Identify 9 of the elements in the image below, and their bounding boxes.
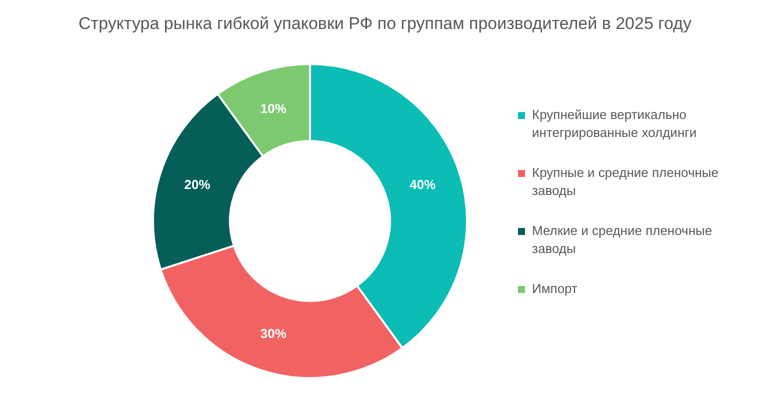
chart-title: Структура рынка гибкой упаковки РФ по группам производителей в 2025 году <box>78 14 692 34</box>
data-label: 30% <box>260 326 287 342</box>
legend-label: Импорт <box>532 280 578 298</box>
data-label: 20% <box>184 176 211 192</box>
legend-label: Крупные и средние пленочные заводы <box>532 164 720 200</box>
legend-label: Мелкие и средние пленочные заводы <box>532 222 714 258</box>
legend-label: Крупнейшие вертикально интегрированные холдинги <box>532 106 698 142</box>
data-label: 40% <box>410 176 436 192</box>
data-label: 10% <box>260 100 287 116</box>
